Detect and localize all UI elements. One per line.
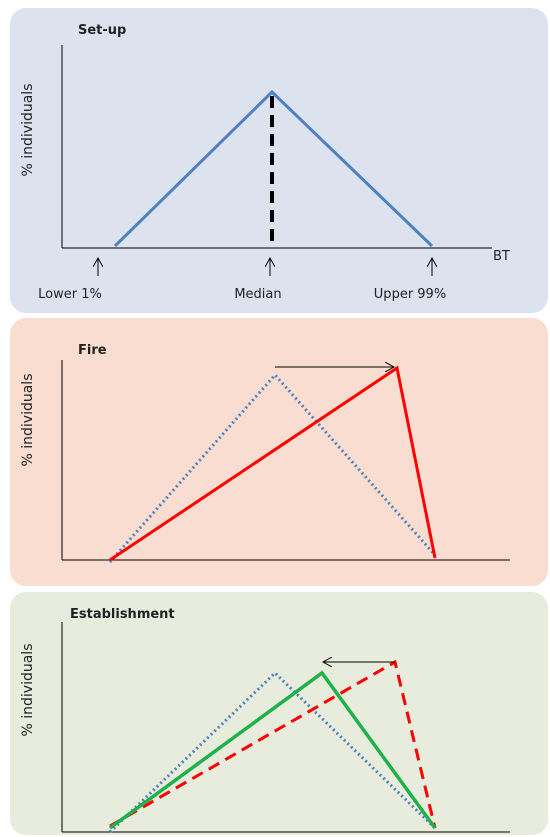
y-axis-label: % individuals xyxy=(20,374,36,467)
fire-distribution xyxy=(109,365,437,562)
panel-title: Set-up xyxy=(78,23,126,38)
panel-bg xyxy=(10,592,548,835)
establishment-distribution xyxy=(108,670,437,830)
distribution xyxy=(113,89,434,248)
y-axis-label: % individuals xyxy=(20,84,36,177)
marker-label: Lower 1% xyxy=(38,287,102,302)
marker-label: Median xyxy=(234,287,281,302)
panel-title: Establishment xyxy=(70,607,175,622)
panel-fire: Fire % individuals xyxy=(10,318,548,586)
panel-bg xyxy=(10,318,548,586)
panel-bg xyxy=(10,8,548,313)
panel-title: Fire xyxy=(78,343,107,358)
panel-establishment: Establishment % individuals xyxy=(10,592,548,835)
y-axis-label: % individuals xyxy=(20,644,36,737)
panel-setup: Set-up % individuals BT Lower 1% Median … xyxy=(10,8,548,313)
original-distribution xyxy=(108,670,437,834)
marker-label: Upper 99% xyxy=(374,287,446,302)
x-axis-label: BT xyxy=(493,249,510,264)
